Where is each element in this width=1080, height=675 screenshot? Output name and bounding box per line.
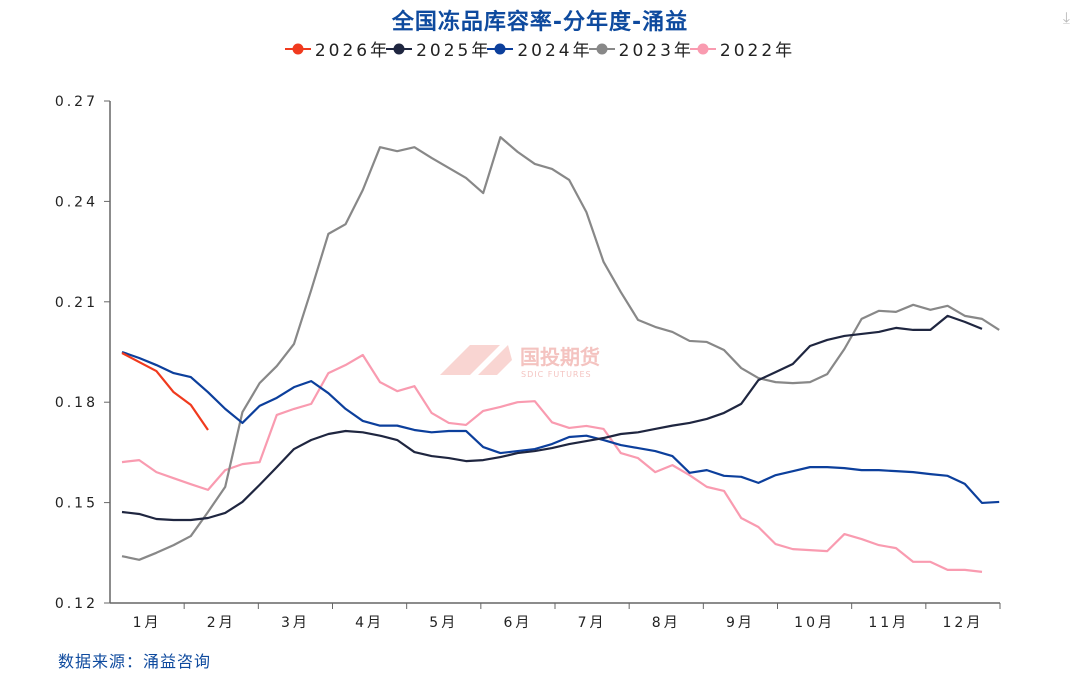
x-tick-label: 7月 bbox=[578, 615, 607, 631]
legend-item[interactable]: 2023年 bbox=[588, 36, 694, 61]
y-tick-label: 0.12 bbox=[55, 596, 98, 612]
series-line-2022年 bbox=[121, 353, 983, 573]
legend-marker bbox=[386, 43, 413, 54]
series-line-2026年 bbox=[121, 352, 209, 431]
x-tick-label: 11月 bbox=[868, 615, 909, 631]
y-tick-label: 0.24 bbox=[55, 194, 98, 210]
watermark-en: SDIC FUTURES bbox=[521, 370, 592, 379]
legend-marker bbox=[487, 43, 514, 54]
legend-label: 2022年 bbox=[719, 41, 796, 61]
watermark-logo bbox=[440, 345, 512, 375]
download-icon[interactable]: ⤓ bbox=[1062, 8, 1070, 27]
watermark: 国投期货 SDIC FUTURES bbox=[440, 345, 600, 379]
x-tick-label: 2月 bbox=[207, 615, 236, 631]
legend-item[interactable]: 2022年 bbox=[689, 36, 796, 61]
watermark-cn: 国投期货 bbox=[520, 345, 600, 369]
x-tick-label: 3月 bbox=[281, 615, 310, 631]
y-tick-label: 0.15 bbox=[55, 496, 98, 512]
legend-item[interactable]: 2026年 bbox=[284, 36, 391, 61]
legend-item[interactable]: 2025年 bbox=[386, 36, 491, 61]
legend-marker bbox=[284, 43, 311, 54]
legend-marker bbox=[689, 43, 716, 54]
legend-label: 2023年 bbox=[618, 41, 694, 61]
y-tick-label: 0.21 bbox=[55, 295, 98, 311]
y-tick-label: 0.27 bbox=[55, 94, 98, 110]
x-tick-label: 9月 bbox=[726, 615, 755, 631]
legend: 2026年 2025年 2024年 2023年 2022年 bbox=[0, 36, 1080, 61]
legend-label: 2024年 bbox=[517, 41, 593, 61]
x-tick-label: 10月 bbox=[794, 615, 835, 631]
x-tick-label: 4月 bbox=[355, 615, 384, 631]
series-line-2024年 bbox=[121, 350, 1000, 505]
legend-label: 2025年 bbox=[416, 41, 492, 61]
x-tick-label: 5月 bbox=[429, 615, 458, 631]
series-line-2025年 bbox=[121, 314, 983, 522]
legend-label: 2026年 bbox=[314, 41, 391, 61]
legend-marker bbox=[588, 43, 615, 54]
y-tick-label: 0.18 bbox=[55, 395, 98, 411]
x-tick-label: 8月 bbox=[652, 615, 681, 631]
source-note: 数据来源：涌益咨询 bbox=[58, 652, 212, 671]
legend-item[interactable]: 2024年 bbox=[487, 36, 592, 61]
x-tick-label: 6月 bbox=[503, 615, 532, 631]
chart-title: 全国冻品库容率-分年度-涌益 bbox=[391, 10, 689, 35]
x-tick-label: 1月 bbox=[133, 615, 162, 631]
x-tick-label: 12月 bbox=[943, 615, 984, 631]
